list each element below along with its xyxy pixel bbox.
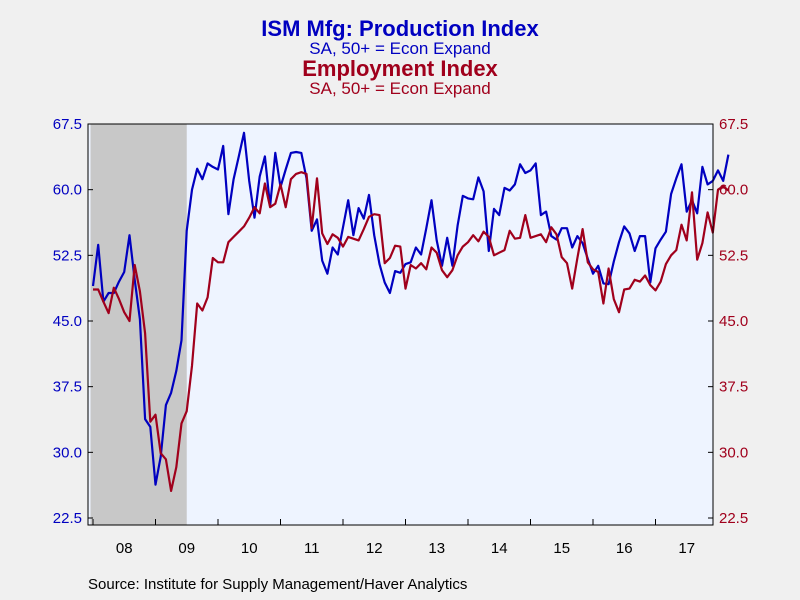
x-tick-label: 17 <box>678 540 695 557</box>
right-tick-label: 37.5 <box>719 379 748 396</box>
recession-shading <box>90 124 187 525</box>
subtitle-employment: SA, 50+ = Econ Expand <box>309 79 491 98</box>
x-tick-label: 14 <box>491 540 508 557</box>
x-tick-label: 13 <box>428 540 445 557</box>
left-tick-label: 52.5 <box>53 247 82 264</box>
right-tick-label: 67.5 <box>719 116 748 133</box>
x-tick-label: 11 <box>304 540 320 557</box>
right-tick-label: 60.0 <box>719 182 748 199</box>
left-tick-label: 45.0 <box>53 313 82 330</box>
subtitle-production: SA, 50+ = Econ Expand <box>309 39 491 58</box>
x-tick-label: 09 <box>178 540 195 557</box>
right-tick-label: 22.5 <box>719 510 748 527</box>
title-production: ISM Mfg: Production Index <box>261 16 539 41</box>
title-employment: Employment Index <box>302 56 498 81</box>
left-tick-label: 37.5 <box>53 379 82 396</box>
source-note: Source: Institute for Supply Management/… <box>88 576 468 593</box>
right-tick-label: 30.0 <box>719 444 748 461</box>
plot-frame <box>87 123 714 526</box>
left-tick-label: 60.0 <box>53 182 82 199</box>
x-tick-label: 12 <box>366 540 383 557</box>
x-tick-label: 16 <box>616 540 633 557</box>
employment-index-line <box>93 171 730 492</box>
right-tick-label: 52.5 <box>719 247 748 264</box>
left-tick-label: 22.5 <box>53 510 82 527</box>
left-tick-label: 67.5 <box>53 116 82 133</box>
left-tick-label: 30.0 <box>53 444 82 461</box>
x-tick-label: 10 <box>241 540 258 557</box>
chart-titles: ISM Mfg: Production Index SA, 50+ = Econ… <box>0 18 800 98</box>
x-tick-label: 08 <box>116 540 133 557</box>
production-index-line <box>91 131 730 486</box>
right-tick-label: 45.0 <box>719 313 748 330</box>
x-tick-label: 15 <box>553 540 570 557</box>
